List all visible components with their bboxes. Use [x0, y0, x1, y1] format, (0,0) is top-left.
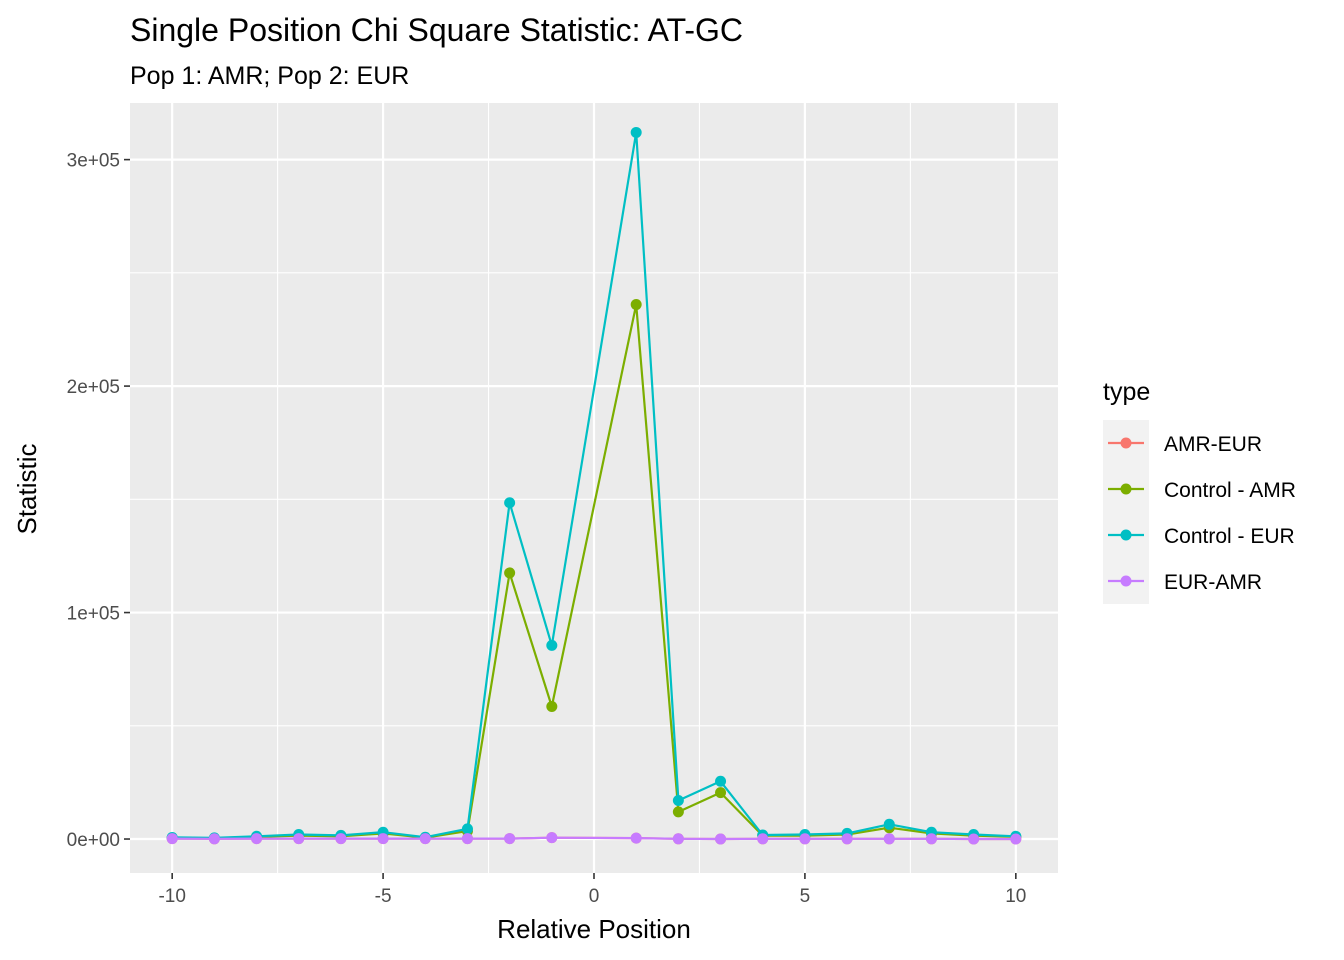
y-axis: 0e+00 1e+05 2e+05 3e+05	[67, 151, 130, 851]
x-axis-title: Relative Position	[497, 914, 691, 944]
series-line-control-eur	[172, 131, 1016, 840]
x-tick-label: -10	[158, 886, 185, 907]
data-point-eur-amr	[630, 832, 642, 844]
x-tick-label: 10	[1005, 886, 1026, 907]
data-point-control-amr	[672, 806, 684, 818]
data-point-control-eur	[546, 639, 558, 651]
data-point-eur-amr	[461, 833, 473, 845]
data-point-eur-amr	[208, 833, 220, 845]
data-point-control-eur	[630, 126, 642, 138]
y-tick-label: 2e+05	[67, 377, 120, 398]
data-point-eur-amr	[925, 833, 937, 845]
legend-label-eur-amr: EUR-AMR	[1164, 571, 1262, 594]
series-line-eur-amr	[172, 836, 1016, 841]
data-point-eur-amr	[757, 833, 769, 845]
data-point-eur-amr	[841, 833, 853, 845]
data-point-eur-amr	[251, 833, 263, 845]
data-point-control-eur	[715, 775, 727, 787]
x-tick-label: -5	[375, 886, 392, 907]
data-point-control-eur	[883, 818, 895, 830]
data-point-eur-amr	[672, 833, 684, 845]
data-point-control-eur	[504, 497, 516, 509]
legend-key-point-control-eur	[1120, 529, 1132, 541]
legend-label-control-eur: Control - EUR	[1164, 525, 1295, 548]
x-tick-label: 5	[800, 886, 811, 907]
data-point-eur-amr	[166, 833, 178, 845]
legend-key-point-control-amr	[1120, 483, 1132, 495]
data-point-control-amr	[504, 567, 516, 579]
legend-label-control-amr: Control - AMR	[1164, 479, 1296, 502]
data-point-eur-amr	[293, 833, 305, 845]
data-point-eur-amr	[419, 833, 431, 845]
data-point-eur-amr	[546, 832, 558, 844]
chart-subtitle: Pop 1: AMR; Pop 2: EUR	[130, 62, 409, 90]
x-axis: -10 -5 0 5 10	[158, 873, 1026, 907]
data-point-eur-amr	[377, 833, 389, 845]
data-point-control-eur	[461, 823, 473, 835]
legend-key-point-amr-eur	[1120, 437, 1132, 449]
data-point-control-eur	[672, 795, 684, 807]
legend-key-background	[1103, 420, 1149, 604]
series-layer	[166, 126, 1022, 845]
chart-title: Single Position Chi Square Statistic: AT…	[130, 12, 743, 48]
y-tick-label: 3e+05	[67, 151, 120, 172]
legend-title: type	[1103, 378, 1150, 406]
x-tick-label: 0	[589, 886, 600, 907]
y-tick-label: 0e+00	[67, 830, 120, 851]
y-axis-title: Statistic	[12, 443, 42, 534]
data-point-eur-amr	[968, 833, 980, 845]
data-point-eur-amr	[715, 833, 727, 845]
data-point-eur-amr	[335, 833, 347, 845]
data-point-control-amr	[546, 701, 558, 713]
y-tick-label: 1e+05	[67, 604, 120, 625]
legend: type AMR-EUR Control - AMR Control - EUR EU…	[1103, 378, 1296, 604]
data-point-eur-amr	[883, 833, 895, 845]
series-eur-amr	[166, 832, 1022, 845]
data-point-control-amr	[630, 299, 642, 311]
legend-label-amr-eur: AMR-EUR	[1164, 433, 1262, 456]
data-point-eur-amr	[1010, 833, 1022, 845]
data-point-control-amr	[715, 787, 727, 799]
data-point-eur-amr	[504, 833, 516, 845]
legend-key-point-eur-amr	[1120, 575, 1132, 587]
data-point-eur-amr	[799, 833, 811, 845]
